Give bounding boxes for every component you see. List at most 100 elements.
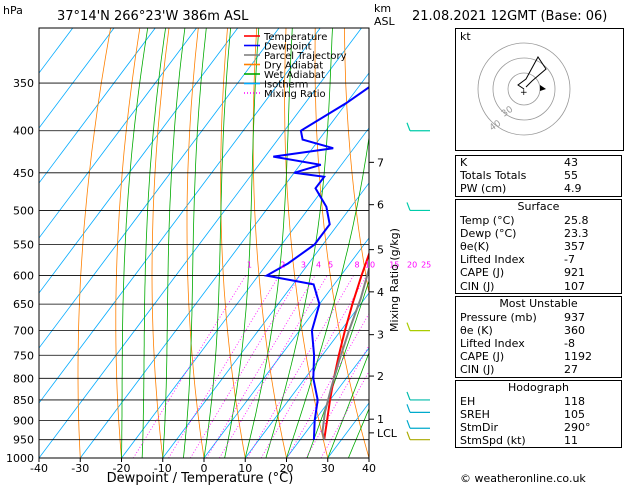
dry-adiabat-line — [77, 28, 111, 458]
stat-row: SREH 105 — [456, 408, 621, 421]
stat-row-totals: Totals Totals 55 — [456, 169, 621, 182]
stat-row: EH 118 — [456, 395, 621, 408]
wet-adiabat-line — [348, 407, 369, 458]
stat-value: 4.9 — [564, 182, 582, 196]
stat-label: CAPE (J) — [460, 350, 505, 364]
km-tick-label: 7 — [377, 156, 384, 169]
surface-title: Surface — [517, 199, 560, 213]
dry-adiabat-line — [374, 28, 452, 458]
km-label: km — [374, 2, 391, 15]
plot-background-lines — [39, 28, 452, 458]
stat-row: StmSpd (kt) 11 — [456, 434, 621, 447]
wet-adiabat-line — [141, 28, 166, 458]
stat-label: EH — [460, 394, 476, 408]
stats-panel: K 43 Totals Totals 55 PW (cm) 4.9 Surface T… — [455, 155, 622, 449]
wind-barb-flag — [406, 431, 411, 440]
pressure-tick-label: 950 — [13, 434, 34, 447]
stat-row-k: K 43 — [456, 156, 621, 169]
wind-barb-flag — [406, 122, 411, 131]
mixing-ratio-label: 25 — [421, 261, 431, 270]
stat-value: 105 — [564, 407, 585, 421]
stat-label: CIN (J) — [460, 279, 495, 293]
hodograph-ring-label: 30 — [500, 105, 515, 120]
wind-barb-flag — [406, 202, 411, 211]
dry-adiabat-line — [151, 28, 170, 458]
km-tick-label: 4 — [377, 286, 384, 299]
pressure-tick-label: 550 — [13, 238, 34, 251]
pressure-tick-label: 450 — [13, 167, 34, 180]
stat-value: 25.8 — [564, 213, 589, 227]
x-tick-label: 10 — [238, 462, 252, 475]
x-tick-label: -30 — [71, 462, 89, 475]
stat-value: 360 — [564, 323, 585, 337]
stat-row: Temp (°C) 25.8 — [456, 214, 621, 227]
mixing-ratio-label: 1 — [247, 261, 252, 270]
stat-label: Lifted Index — [460, 253, 525, 267]
mixing-ratio-label: 3 — [301, 261, 306, 270]
stat-row-pw: PW (cm) 4.9 — [456, 182, 621, 195]
pressure-tick-label: 800 — [13, 372, 34, 385]
stat-value: 107 — [564, 279, 585, 293]
stat-label: CIN (J) — [460, 363, 495, 377]
stat-row: θe(K) 357 — [456, 240, 621, 253]
mixing-ratio-label: 20 — [407, 261, 417, 270]
mixing-ratio-line — [219, 275, 328, 458]
legend-label: Dewpoint — [264, 42, 312, 53]
pressure-tick-label: 500 — [13, 204, 34, 217]
mixing-ratio-line — [190, 275, 301, 458]
asl-label: ASL — [374, 15, 396, 28]
wind-barbs — [406, 122, 430, 441]
stat-row: Dewp (°C) 23.3 — [456, 227, 621, 240]
stat-value: -8 — [564, 337, 575, 351]
hpa-label: hPa — [3, 4, 23, 17]
mixing-ratio-line — [206, 275, 316, 458]
stat-row: Lifted Index -8 — [456, 337, 621, 350]
stat-label: Totals Totals — [460, 169, 527, 183]
footer-credit: © weatheronline.co.uk — [460, 472, 586, 485]
stat-label: Temp (°C) — [460, 213, 515, 227]
location-title: 37°14'N 266°23'W 386m ASL — [57, 9, 249, 24]
km-tick-label: LCL — [377, 427, 398, 440]
pressure-tick-label: 1000 — [6, 452, 34, 465]
isotherm-line — [286, 347, 369, 458]
stat-value: 357 — [564, 239, 585, 253]
stat-label: StmSpd (kt) — [460, 434, 526, 448]
mixing-ratio-label: 8 — [354, 261, 359, 270]
mixing-ratio-label: 5 — [328, 261, 333, 270]
isotherm-line — [39, 28, 197, 239]
stat-label: Dewp (°C) — [460, 226, 517, 240]
legend-label: Dry Adiabat — [264, 61, 323, 72]
x-tick-label: -10 — [154, 462, 172, 475]
stat-label: StmDir — [460, 421, 499, 434]
pressure-tick-label: 650 — [13, 298, 34, 311]
km-tick-label: 1 — [377, 413, 384, 426]
x-tick-label: 20 — [280, 462, 294, 475]
x-tick-label: 0 — [201, 462, 208, 475]
mixing-ratio-label: 2 — [280, 261, 285, 270]
hodograph-trace — [517, 56, 547, 90]
stat-row: Pressure (mb) 937 — [456, 311, 621, 324]
dry-adiabat-line — [115, 28, 141, 458]
series-line-dewpoint — [263, 86, 369, 440]
legend-label: Temperature — [263, 32, 327, 43]
hodograph-ring — [477, 42, 571, 136]
hodograph-panel: kt 30 40 + — [455, 28, 624, 151]
x-axis-label: Dewpoint / Temperature (°C) — [107, 471, 294, 486]
most-unstable-title: Most Unstable — [499, 296, 578, 310]
km-tick-label: 5 — [377, 244, 384, 257]
pressure-tick-label: 400 — [13, 125, 34, 138]
pressure-tick-label: 900 — [13, 414, 34, 427]
most-unstable-section: Most Unstable Pressure (mb) 937 θe (K) 360… — [455, 295, 622, 378]
isotherm-line — [39, 28, 74, 74]
stat-value: 1192 — [564, 350, 592, 364]
storm-motion-marker — [540, 85, 546, 91]
stat-row: CAPE (J) 921 — [456, 266, 621, 279]
x-tick-label: 30 — [321, 462, 335, 475]
surface-section: Surface Temp (°C) 25.8 Dewp (°C) 23.3 θe(K… — [455, 198, 622, 294]
isotherm-line — [244, 292, 369, 458]
stat-value: 937 — [564, 310, 585, 324]
stat-label: SREH — [460, 407, 490, 421]
dry-adiabat-line — [344, 28, 369, 295]
isotherm-line — [39, 28, 280, 349]
